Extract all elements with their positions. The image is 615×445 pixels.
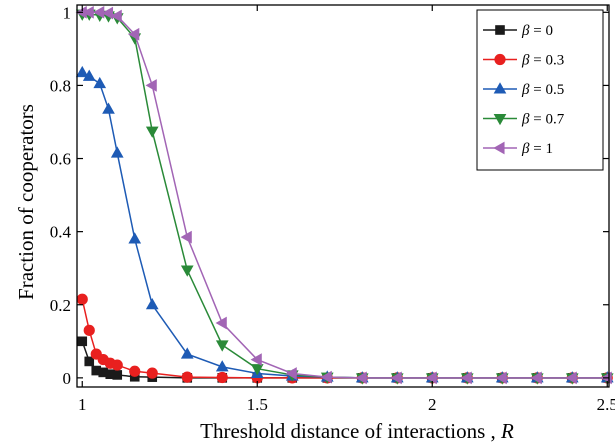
- ticks-layer: 1 1.5 2 2.5 0 0.2 0.4 0.6 0.8 1: [50, 3, 615, 414]
- legend-value: = 0.5: [529, 82, 564, 98]
- x-axis-label-var: R: [500, 419, 514, 443]
- data-point: [76, 293, 88, 305]
- legend-label: β = 1: [521, 141, 553, 157]
- data-point: [112, 370, 123, 380]
- data-point: [93, 76, 107, 89]
- legend-value: = 0.3: [529, 53, 564, 69]
- data-point: [180, 347, 194, 359]
- legend-label: β = 0.7: [521, 112, 565, 128]
- data-point: [82, 69, 96, 81]
- data-point: [75, 65, 89, 78]
- legend-var: β: [521, 82, 530, 98]
- series-4: [75, 5, 612, 385]
- legend-item: β = 0.7: [483, 112, 565, 128]
- legend-var: β: [521, 23, 530, 39]
- data-point: [110, 9, 122, 23]
- y-tick-label: 1: [63, 3, 72, 22]
- legend-item: β = 0.3: [483, 53, 564, 69]
- legend-value: = 0.7: [529, 112, 564, 128]
- data-point: [181, 371, 193, 383]
- legend-items: β = 0β = 0.3β = 0.5β = 0.7β = 1: [483, 23, 565, 157]
- data-point: [129, 365, 141, 377]
- data-point: [460, 371, 472, 385]
- data-point: [320, 370, 332, 384]
- legend-value: = 0: [529, 23, 552, 39]
- data-point: [216, 371, 228, 384]
- legend-var: β: [521, 53, 530, 69]
- x-tick-label: 2: [428, 395, 437, 414]
- legend-marker: [494, 53, 506, 66]
- legend-marker: [493, 141, 505, 155]
- legend-marker: [493, 82, 507, 94]
- data-point: [145, 298, 159, 310]
- data-point: [102, 102, 115, 114]
- legend-value: = 1: [529, 141, 552, 157]
- legend: β = 0β = 0.3β = 0.5β = 0.7β = 1: [476, 9, 604, 171]
- data-point: [145, 126, 159, 138]
- data-point: [285, 367, 297, 380]
- data-point: [180, 265, 194, 277]
- data-point: [111, 359, 123, 371]
- data-point: [110, 146, 124, 158]
- y-axis-label: Fraction of cooperators: [14, 104, 38, 300]
- legend-label: β = 0.3: [521, 53, 564, 69]
- y-tick-label: 0: [63, 369, 72, 388]
- legend-item: β = 0: [483, 23, 553, 39]
- data-point: [250, 353, 262, 366]
- legend-var: β: [521, 112, 530, 128]
- data-point: [77, 336, 88, 347]
- y-tick-label: 0.2: [50, 296, 71, 315]
- legend-item: β = 0.5: [483, 82, 564, 98]
- series-layer: [75, 5, 614, 385]
- y-tick-label: 0.4: [50, 223, 72, 242]
- legend-label: β = 0.5: [521, 82, 564, 98]
- data-point: [215, 340, 229, 352]
- data-point: [180, 230, 192, 244]
- data-point: [495, 371, 507, 385]
- data-point: [250, 364, 264, 376]
- legend-marker: [493, 113, 507, 126]
- series-0: [77, 336, 613, 383]
- series-line: [81, 299, 608, 379]
- data-point: [530, 371, 542, 385]
- data-point: [84, 356, 95, 367]
- data-point: [390, 371, 402, 385]
- plot-frame: [76, 4, 610, 388]
- data-point: [128, 27, 140, 41]
- legend-var: β: [521, 141, 530, 157]
- x-axis-label: Threshold distance of interactions , R: [200, 419, 514, 443]
- data-point: [128, 232, 142, 244]
- legend-marker: [495, 25, 505, 35]
- x-tick-label: 1: [78, 395, 87, 414]
- data-point: [145, 79, 157, 92]
- data-point: [565, 371, 577, 385]
- y-tick-label: 0.8: [50, 76, 71, 95]
- legend-label: β = 0: [521, 23, 553, 39]
- x-axis-label-text: Threshold distance of interactions ,: [200, 419, 501, 443]
- data-point: [101, 6, 114, 20]
- data-point: [215, 360, 229, 372]
- data-point: [425, 371, 437, 385]
- series-line: [81, 341, 608, 379]
- data-point: [355, 371, 367, 385]
- data-point: [83, 324, 95, 336]
- legend-item: β = 1: [483, 141, 553, 157]
- x-tick-label: 1.5: [247, 395, 268, 414]
- data-point: [146, 367, 158, 379]
- y-tick-label: 0.6: [50, 150, 71, 169]
- data-point: [215, 316, 227, 330]
- x-tick-label: 2.5: [597, 395, 615, 414]
